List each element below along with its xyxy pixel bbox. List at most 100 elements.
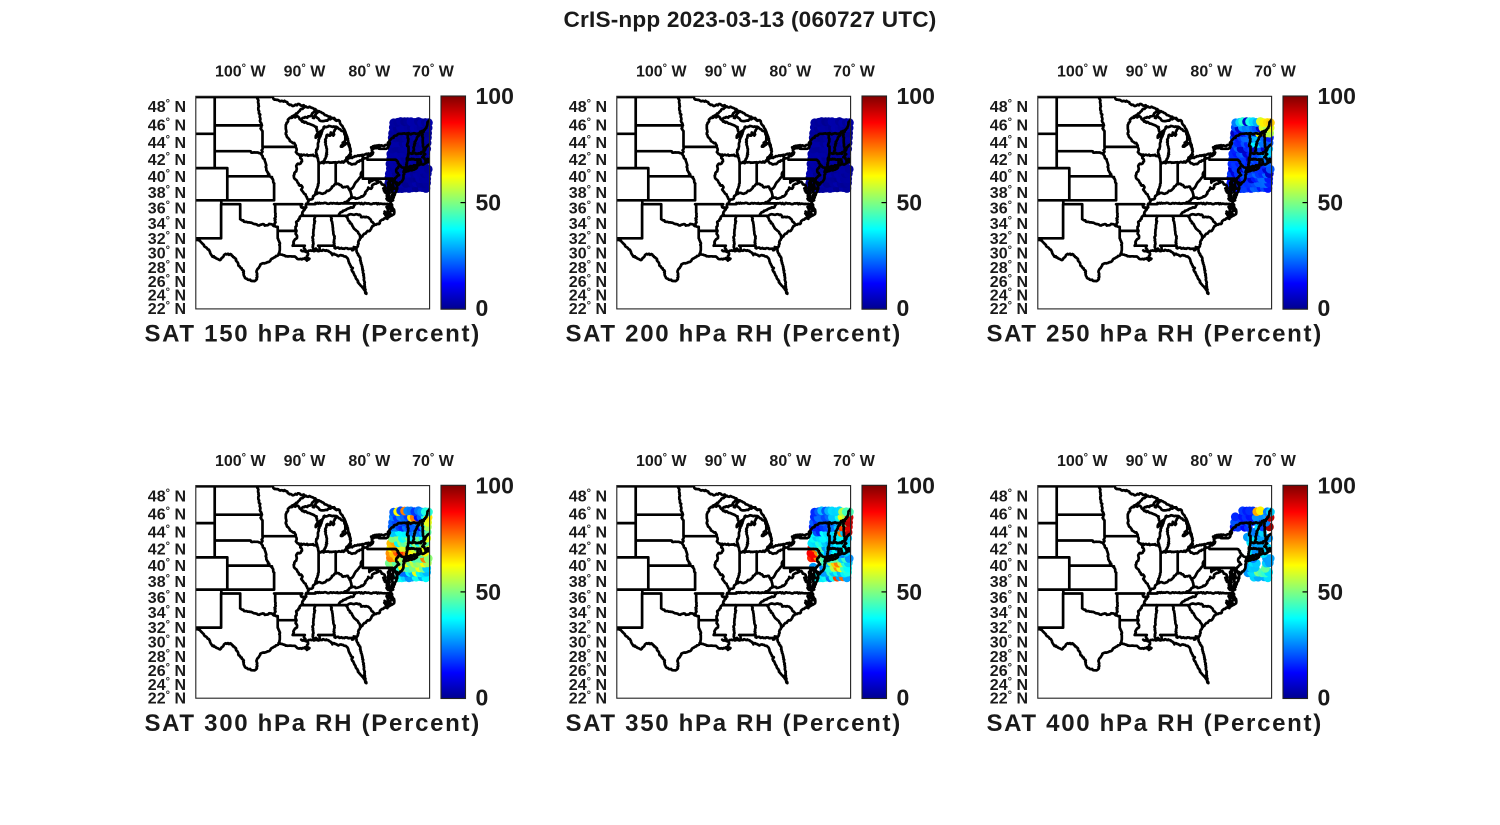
svg-text:38° N: 38° N <box>990 184 1028 202</box>
svg-text:48° N: 48° N <box>990 98 1028 116</box>
svg-text:90° W: 90° W <box>1126 63 1169 81</box>
svg-text:50: 50 <box>476 190 502 216</box>
svg-text:38° N: 38° N <box>569 573 607 591</box>
svg-text:48° N: 48° N <box>569 98 607 116</box>
svg-text:0: 0 <box>897 295 910 321</box>
svg-text:40° N: 40° N <box>569 557 607 575</box>
svg-text:44° N: 44° N <box>148 523 186 541</box>
svg-text:48° N: 48° N <box>990 487 1028 505</box>
svg-text:34° N: 34° N <box>148 604 186 622</box>
svg-text:34° N: 34° N <box>990 604 1028 622</box>
svg-text:CrIS-npp 2023-03-13 (060727 UT: CrIS-npp 2023-03-13 (060727 UTC) <box>563 7 936 32</box>
svg-text:80° W: 80° W <box>348 452 391 470</box>
svg-text:80° W: 80° W <box>1190 452 1233 470</box>
svg-text:100: 100 <box>897 472 935 498</box>
svg-text:50: 50 <box>897 190 923 216</box>
svg-text:22° N: 22° N <box>148 300 186 318</box>
svg-text:100° W: 100° W <box>636 63 688 81</box>
svg-text:28° N: 28° N <box>569 259 607 277</box>
svg-text:100: 100 <box>1318 472 1356 498</box>
svg-text:34° N: 34° N <box>569 604 607 622</box>
svg-text:26° N: 26° N <box>990 273 1028 291</box>
svg-text:70° W: 70° W <box>833 63 876 81</box>
svg-text:40° N: 40° N <box>990 168 1028 186</box>
svg-text:26° N: 26° N <box>148 662 186 680</box>
svg-text:100: 100 <box>1318 83 1356 109</box>
svg-text:70° W: 70° W <box>1254 452 1297 470</box>
svg-text:22° N: 22° N <box>990 300 1028 318</box>
svg-text:22° N: 22° N <box>148 690 186 708</box>
svg-text:36° N: 36° N <box>569 589 607 607</box>
svg-text:36° N: 36° N <box>990 589 1028 607</box>
svg-text:44° N: 44° N <box>990 134 1028 152</box>
svg-text:42° N: 42° N <box>990 151 1028 169</box>
svg-text:42° N: 42° N <box>148 541 186 559</box>
svg-text:70° W: 70° W <box>412 452 455 470</box>
svg-text:50: 50 <box>476 579 502 605</box>
svg-text:30° N: 30° N <box>569 634 607 652</box>
svg-text:40° N: 40° N <box>148 557 186 575</box>
svg-text:30° N: 30° N <box>990 244 1028 262</box>
svg-text:48° N: 48° N <box>148 487 186 505</box>
svg-text:90° W: 90° W <box>705 63 748 81</box>
svg-text:44° N: 44° N <box>569 523 607 541</box>
svg-text:SAT 350 hPa RH (Percent): SAT 350 hPa RH (Percent) <box>565 710 901 737</box>
svg-text:38° N: 38° N <box>990 573 1028 591</box>
svg-text:100: 100 <box>476 472 514 498</box>
svg-text:40° N: 40° N <box>569 168 607 186</box>
svg-text:44° N: 44° N <box>569 134 607 152</box>
svg-text:100° W: 100° W <box>1057 63 1109 81</box>
svg-text:38° N: 38° N <box>569 184 607 202</box>
svg-text:34° N: 34° N <box>148 215 186 233</box>
svg-text:42° N: 42° N <box>148 151 186 169</box>
svg-text:44° N: 44° N <box>990 523 1028 541</box>
svg-text:100° W: 100° W <box>636 452 688 470</box>
svg-text:90° W: 90° W <box>705 452 748 470</box>
svg-text:46° N: 46° N <box>990 116 1028 134</box>
svg-text:36° N: 36° N <box>148 589 186 607</box>
svg-text:28° N: 28° N <box>148 259 186 277</box>
svg-text:70° W: 70° W <box>412 63 455 81</box>
svg-text:32° N: 32° N <box>569 619 607 637</box>
svg-text:22° N: 22° N <box>569 690 607 708</box>
svg-text:46° N: 46° N <box>990 506 1028 524</box>
svg-text:36° N: 36° N <box>990 200 1028 218</box>
svg-text:100: 100 <box>476 83 514 109</box>
svg-text:30° N: 30° N <box>148 634 186 652</box>
svg-text:SAT 200 hPa RH (Percent): SAT 200 hPa RH (Percent) <box>565 321 901 348</box>
svg-text:48° N: 48° N <box>569 487 607 505</box>
svg-text:0: 0 <box>1318 295 1331 321</box>
svg-text:SAT 250 hPa RH (Percent): SAT 250 hPa RH (Percent) <box>986 321 1322 348</box>
svg-text:24° N: 24° N <box>569 676 607 694</box>
svg-text:40° N: 40° N <box>990 557 1028 575</box>
svg-text:26° N: 26° N <box>148 273 186 291</box>
svg-text:38° N: 38° N <box>148 184 186 202</box>
svg-text:42° N: 42° N <box>569 541 607 559</box>
svg-text:32° N: 32° N <box>148 619 186 637</box>
svg-text:80° W: 80° W <box>348 63 391 81</box>
svg-text:24° N: 24° N <box>148 676 186 694</box>
svg-text:48° N: 48° N <box>148 98 186 116</box>
svg-text:50: 50 <box>897 579 923 605</box>
svg-text:40° N: 40° N <box>148 168 186 186</box>
svg-text:SAT 150 hPa RH (Percent): SAT 150 hPa RH (Percent) <box>144 321 480 348</box>
svg-text:0: 0 <box>476 295 489 321</box>
svg-text:50: 50 <box>1318 190 1344 216</box>
svg-text:36° N: 36° N <box>569 200 607 218</box>
svg-text:100° W: 100° W <box>215 452 267 470</box>
svg-text:46° N: 46° N <box>569 506 607 524</box>
svg-text:30° N: 30° N <box>148 244 186 262</box>
svg-text:28° N: 28° N <box>569 648 607 666</box>
svg-text:80° W: 80° W <box>1190 63 1233 81</box>
svg-text:100° W: 100° W <box>1057 452 1109 470</box>
svg-text:100° W: 100° W <box>215 63 267 81</box>
svg-text:80° W: 80° W <box>769 452 812 470</box>
svg-text:32° N: 32° N <box>148 230 186 248</box>
svg-text:44° N: 44° N <box>148 134 186 152</box>
svg-text:70° W: 70° W <box>833 452 876 470</box>
svg-text:34° N: 34° N <box>990 215 1028 233</box>
svg-text:46° N: 46° N <box>569 116 607 134</box>
svg-text:46° N: 46° N <box>148 506 186 524</box>
svg-text:22° N: 22° N <box>569 300 607 318</box>
svg-text:26° N: 26° N <box>569 273 607 291</box>
